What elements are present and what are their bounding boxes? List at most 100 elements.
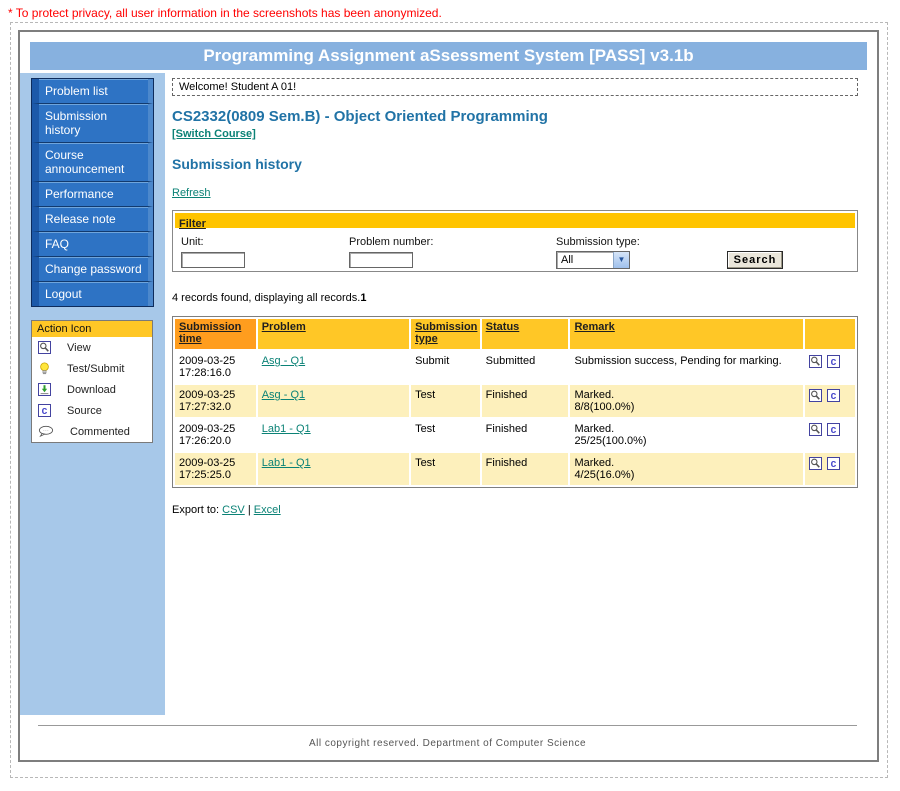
legend-row-download: Download xyxy=(32,379,152,400)
magnifier-icon[interactable] xyxy=(808,355,822,368)
magnifier-icon[interactable] xyxy=(808,423,822,436)
export-links: CSV | Excel xyxy=(222,504,281,516)
magnifier-icon[interactable] xyxy=(808,457,822,470)
sidebar-item-submission-history[interactable]: Submission history xyxy=(32,104,153,143)
table-body: 2009-03-25 17:28:16.0 Asg - Q1 Submit Submi… xyxy=(175,351,855,485)
legend-label: View xyxy=(67,341,91,354)
legend-label: Download xyxy=(67,383,116,396)
search-button[interactable]: Search xyxy=(727,251,783,269)
legend-row-commented: --- Commented xyxy=(32,421,152,442)
unit-label: Unit: xyxy=(181,236,204,248)
sidebar-item-logout[interactable]: Logout xyxy=(32,282,153,306)
problem-link[interactable]: Lab1 - Q1 xyxy=(261,457,311,469)
legend-label: Commented xyxy=(70,425,130,438)
export-csv-link[interactable]: CSV xyxy=(222,504,245,516)
sidebar-item-performance[interactable]: Performance xyxy=(32,182,153,207)
problem-link[interactable]: Asg - Q1 xyxy=(261,355,306,367)
svg-text:---: --- xyxy=(43,428,49,433)
bulb-icon xyxy=(38,362,51,375)
filter-header: Filter xyxy=(175,213,855,230)
col-header-submission-type[interactable]: Submission type xyxy=(411,319,480,349)
col-header-submission-time[interactable]: Submission time xyxy=(175,319,256,349)
cell-remark: Marked. 25/25(100.0%) xyxy=(570,419,803,451)
cell-actions: C xyxy=(804,385,855,417)
submission-type-select[interactable]: All ▼ xyxy=(556,251,630,269)
action-icon-legend: Action Icon View Test/Submit Download C Sour… xyxy=(31,320,153,443)
source-icon[interactable]: C xyxy=(826,423,840,436)
switch-course-link[interactable]: [Switch Course] xyxy=(172,128,256,140)
column-sort-link[interactable]: Submission time xyxy=(179,321,242,345)
cell-submission-time: 2009-03-25 17:27:32.0 xyxy=(175,385,256,417)
records-table: Submission time Problem Submission type Sta… xyxy=(172,316,858,488)
col-header-remark[interactable]: Remark xyxy=(570,319,803,349)
export-label: Export to: xyxy=(172,504,220,516)
column-sort-link[interactable]: Submission type xyxy=(415,321,478,345)
table-row: 2009-03-25 17:28:16.0 Asg - Q1 Submit Submi… xyxy=(175,351,855,383)
refresh-link[interactable]: Refresh xyxy=(172,187,211,199)
table-row: 2009-03-25 17:27:32.0 Asg - Q1 Test Finishe… xyxy=(175,385,855,417)
cell-status: Finished xyxy=(481,419,569,451)
cell-problem: Asg - Q1 xyxy=(257,385,410,417)
cell-problem: Lab1 - Q1 xyxy=(257,453,410,485)
legend-label: Source xyxy=(67,404,102,417)
source-icon[interactable]: C xyxy=(826,389,840,402)
svg-text:C: C xyxy=(830,459,836,470)
legend-title: Action Icon xyxy=(32,321,152,337)
col-header-status[interactable]: Status xyxy=(481,319,569,349)
page-title: Submission history xyxy=(172,156,302,172)
col-header-problem[interactable]: Problem xyxy=(257,319,410,349)
cell-submission-type: Test xyxy=(411,385,480,417)
cell-actions: C xyxy=(804,351,855,383)
welcome-banner: Welcome! Student A 01! xyxy=(172,78,858,96)
magnifier-icon[interactable] xyxy=(808,389,822,402)
column-sort-link[interactable]: Remark xyxy=(574,321,615,333)
table-row: 2009-03-25 17:26:20.0 Lab1 - Q1 Test Finish… xyxy=(175,419,855,451)
sidebar-item-change-password[interactable]: Change password xyxy=(32,257,153,282)
cell-submission-type: Test xyxy=(411,453,480,485)
svg-text:C: C xyxy=(830,425,836,436)
column-sort-link[interactable]: Problem xyxy=(261,321,306,333)
legend-row-view: View xyxy=(32,337,152,358)
problem-number-input[interactable] xyxy=(349,252,413,268)
submission-type-selected-value: All xyxy=(561,254,574,266)
sidebar-item-problem-list[interactable]: Problem list xyxy=(32,79,153,104)
dropdown-arrow-icon: ▼ xyxy=(613,252,629,268)
app-title: Programming Assignment aSsessment System… xyxy=(203,46,694,65)
filter-box: Filter Unit: Problem number: Submission … xyxy=(172,210,858,272)
magnifier-icon xyxy=(38,341,51,354)
cell-remark: Marked. 8/8(100.0%) xyxy=(570,385,803,417)
cell-remark: Submission success, Pending for marking. xyxy=(570,351,803,383)
cell-submission-type: Submit xyxy=(411,351,480,383)
comment-icon: --- xyxy=(38,425,54,438)
export-excel-link[interactable]: Excel xyxy=(253,504,281,516)
cell-actions: C xyxy=(804,419,855,451)
cell-problem: Lab1 - Q1 xyxy=(257,419,410,451)
svg-text:C: C xyxy=(42,406,48,417)
svg-text:C: C xyxy=(830,391,836,402)
column-sort-link[interactable]: Status xyxy=(485,321,520,333)
problem-link[interactable]: Asg - Q1 xyxy=(261,389,306,401)
source-icon[interactable]: C xyxy=(826,457,840,470)
sidebar-item-release-note[interactable]: Release note xyxy=(32,207,153,232)
download-icon xyxy=(38,383,51,396)
sidebar: Problem list Submission history Course ann… xyxy=(20,73,165,715)
app-title-bar: Programming Assignment aSsessment System… xyxy=(30,42,867,70)
submission-type-field-group: Submission type: All ▼ xyxy=(556,236,640,269)
spacer xyxy=(172,516,858,668)
unit-input[interactable] xyxy=(181,252,245,268)
source-icon[interactable]: C xyxy=(826,355,840,368)
table-header-row: Submission time Problem Submission type Sta… xyxy=(175,319,855,349)
records-summary: 4 records found, displaying all records.… xyxy=(172,292,858,304)
sidebar-item-course-announcement[interactable]: Course announcement xyxy=(32,143,153,182)
cell-submission-time: 2009-03-25 17:26:20.0 xyxy=(175,419,256,451)
problem-number-label: Problem number: xyxy=(349,236,434,248)
records-summary-text: 4 records found, displaying all records. xyxy=(172,292,361,304)
footer: All copyright reserved. Department of Co… xyxy=(38,725,857,751)
problem-link[interactable]: Lab1 - Q1 xyxy=(261,423,311,435)
app-window: Programming Assignment aSsessment System… xyxy=(18,30,879,762)
cell-remark: Marked. 4/25(16.0%) xyxy=(570,453,803,485)
sidebar-item-faq[interactable]: FAQ xyxy=(32,232,153,257)
cell-status: Finished xyxy=(481,453,569,485)
page-number: 1 xyxy=(360,292,367,304)
cell-problem: Asg - Q1 xyxy=(257,351,410,383)
